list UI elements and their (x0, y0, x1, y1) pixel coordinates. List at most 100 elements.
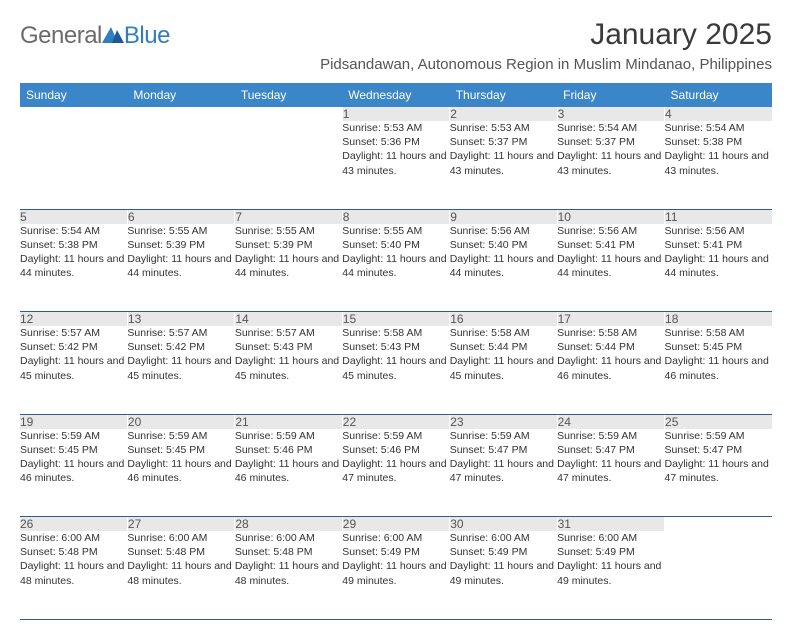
week-body-row: Sunrise: 6:00 AMSunset: 5:48 PMDaylight:… (20, 531, 772, 619)
day-header: Tuesday (235, 83, 342, 107)
day-number: 6 (127, 209, 234, 224)
daylight-text: Daylight: 11 hours and 47 minutes. (342, 457, 449, 485)
sunrise-text: Sunrise: 5:59 AM (665, 429, 772, 443)
day-cell: Sunrise: 5:59 AMSunset: 5:45 PMDaylight:… (20, 429, 127, 517)
day-number: 23 (450, 414, 557, 429)
day-number: 4 (665, 107, 772, 121)
sunrise-text: Sunrise: 5:59 AM (235, 429, 342, 443)
day-number: 1 (342, 107, 449, 121)
daylight-text: Daylight: 11 hours and 49 minutes. (342, 559, 449, 587)
daylight-text: Daylight: 11 hours and 44 minutes. (557, 252, 664, 280)
sunrise-text: Sunrise: 6:00 AM (450, 531, 557, 545)
day-number: 2 (450, 107, 557, 121)
week-number-row: 567891011 (20, 209, 772, 224)
sunset-text: Sunset: 5:44 PM (450, 340, 557, 354)
daylight-text: Daylight: 11 hours and 45 minutes. (450, 354, 557, 382)
sunset-text: Sunset: 5:39 PM (127, 238, 234, 252)
sunrise-text: Sunrise: 5:56 AM (665, 224, 772, 238)
sunrise-text: Sunrise: 5:59 AM (450, 429, 557, 443)
day-cell: Sunrise: 5:59 AMSunset: 5:47 PMDaylight:… (665, 429, 772, 517)
day-number: 29 (342, 517, 449, 532)
day-cell: Sunrise: 5:58 AMSunset: 5:43 PMDaylight:… (342, 326, 449, 414)
day-cell: Sunrise: 6:00 AMSunset: 5:49 PMDaylight:… (450, 531, 557, 619)
daylight-text: Daylight: 11 hours and 49 minutes. (450, 559, 557, 587)
sunrise-text: Sunrise: 5:55 AM (127, 224, 234, 238)
sunrise-text: Sunrise: 5:59 AM (342, 429, 449, 443)
day-cell (20, 121, 127, 209)
page-header: General Blue January 2025 Pidsandawan, A… (20, 18, 772, 73)
day-cell (127, 121, 234, 209)
sunset-text: Sunset: 5:36 PM (342, 135, 449, 149)
sunrise-text: Sunrise: 6:00 AM (557, 531, 664, 545)
day-number: 24 (557, 414, 664, 429)
day-cell: Sunrise: 5:59 AMSunset: 5:47 PMDaylight:… (450, 429, 557, 517)
sunset-text: Sunset: 5:45 PM (127, 443, 234, 457)
day-cell: Sunrise: 6:00 AMSunset: 5:49 PMDaylight:… (557, 531, 664, 619)
day-cell: Sunrise: 5:53 AMSunset: 5:36 PMDaylight:… (342, 121, 449, 209)
sunrise-text: Sunrise: 5:57 AM (20, 326, 127, 340)
sunset-text: Sunset: 5:48 PM (127, 545, 234, 559)
day-cell: Sunrise: 5:59 AMSunset: 5:46 PMDaylight:… (235, 429, 342, 517)
day-cell (665, 531, 772, 619)
location-subtitle: Pidsandawan, Autonomous Region in Muslim… (320, 56, 772, 73)
sunrise-text: Sunrise: 5:54 AM (20, 224, 127, 238)
sunrise-text: Sunrise: 5:56 AM (450, 224, 557, 238)
week-number-row: 262728293031 (20, 517, 772, 532)
sunset-text: Sunset: 5:49 PM (557, 545, 664, 559)
day-number: 14 (235, 312, 342, 327)
day-header: Saturday (665, 83, 772, 107)
sunset-text: Sunset: 5:37 PM (557, 135, 664, 149)
daylight-text: Daylight: 11 hours and 43 minutes. (557, 149, 664, 177)
title-block: January 2025 Pidsandawan, Autonomous Reg… (320, 18, 772, 73)
daylight-text: Daylight: 11 hours and 46 minutes. (557, 354, 664, 382)
calendar-page: General Blue January 2025 Pidsandawan, A… (0, 0, 792, 630)
sunrise-text: Sunrise: 5:58 AM (342, 326, 449, 340)
sunrise-text: Sunrise: 5:55 AM (235, 224, 342, 238)
day-cell: Sunrise: 5:56 AMSunset: 5:40 PMDaylight:… (450, 224, 557, 312)
day-cell (235, 121, 342, 209)
sunrise-text: Sunrise: 5:53 AM (342, 121, 449, 135)
sunrise-text: Sunrise: 5:53 AM (450, 121, 557, 135)
day-number: 13 (127, 312, 234, 327)
sunset-text: Sunset: 5:49 PM (342, 545, 449, 559)
sunset-text: Sunset: 5:41 PM (665, 238, 772, 252)
week-body-row: Sunrise: 5:57 AMSunset: 5:42 PMDaylight:… (20, 326, 772, 414)
day-cell: Sunrise: 5:55 AMSunset: 5:39 PMDaylight:… (127, 224, 234, 312)
sunset-text: Sunset: 5:48 PM (235, 545, 342, 559)
sunset-text: Sunset: 5:42 PM (127, 340, 234, 354)
day-cell: Sunrise: 5:57 AMSunset: 5:42 PMDaylight:… (127, 326, 234, 414)
sunset-text: Sunset: 5:40 PM (450, 238, 557, 252)
sunset-text: Sunset: 5:43 PM (342, 340, 449, 354)
daylight-text: Daylight: 11 hours and 43 minutes. (450, 149, 557, 177)
day-header: Sunday (20, 83, 127, 107)
day-header: Friday (557, 83, 664, 107)
daylight-text: Daylight: 11 hours and 44 minutes. (450, 252, 557, 280)
day-header: Wednesday (342, 83, 449, 107)
sunset-text: Sunset: 5:37 PM (450, 135, 557, 149)
day-cell: Sunrise: 5:59 AMSunset: 5:45 PMDaylight:… (127, 429, 234, 517)
day-number (127, 107, 234, 121)
sunrise-text: Sunrise: 6:00 AM (127, 531, 234, 545)
day-header: Thursday (450, 83, 557, 107)
daylight-text: Daylight: 11 hours and 43 minutes. (665, 149, 772, 177)
day-header-row: Sunday Monday Tuesday Wednesday Thursday… (20, 83, 772, 107)
sunset-text: Sunset: 5:47 PM (450, 443, 557, 457)
day-number: 7 (235, 209, 342, 224)
sunset-text: Sunset: 5:38 PM (665, 135, 772, 149)
day-number: 27 (127, 517, 234, 532)
daylight-text: Daylight: 11 hours and 46 minutes. (665, 354, 772, 382)
sunrise-text: Sunrise: 5:56 AM (557, 224, 664, 238)
daylight-text: Daylight: 11 hours and 48 minutes. (127, 559, 234, 587)
day-number (235, 107, 342, 121)
sunrise-text: Sunrise: 5:58 AM (557, 326, 664, 340)
calendar-table: Sunday Monday Tuesday Wednesday Thursday… (20, 83, 772, 620)
daylight-text: Daylight: 11 hours and 45 minutes. (127, 354, 234, 382)
day-number: 10 (557, 209, 664, 224)
day-cell: Sunrise: 5:54 AMSunset: 5:38 PMDaylight:… (20, 224, 127, 312)
day-number: 3 (557, 107, 664, 121)
day-number: 19 (20, 414, 127, 429)
day-cell: Sunrise: 6:00 AMSunset: 5:48 PMDaylight:… (127, 531, 234, 619)
week-number-row: 12131415161718 (20, 312, 772, 327)
daylight-text: Daylight: 11 hours and 45 minutes. (342, 354, 449, 382)
sunset-text: Sunset: 5:40 PM (342, 238, 449, 252)
